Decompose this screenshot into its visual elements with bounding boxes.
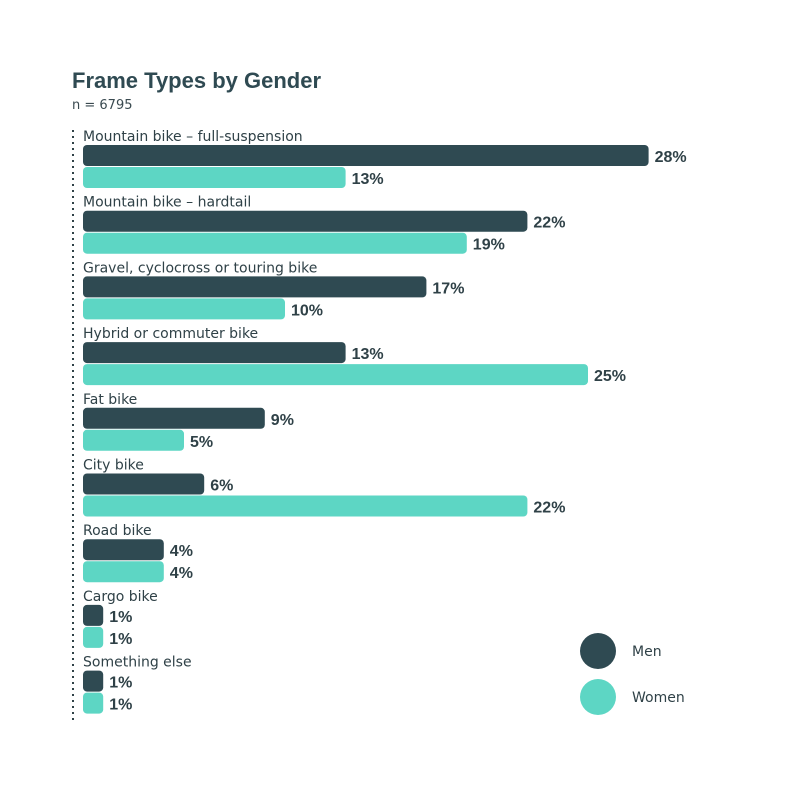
category-label: City bike: [83, 458, 144, 474]
bar-women: [83, 495, 528, 517]
legend-label-men: Men: [632, 644, 662, 660]
bar-men: [83, 473, 205, 495]
category-label: Gravel, cyclocross or touring bike: [83, 260, 317, 276]
value-label: 6%: [210, 478, 233, 495]
bar-women: [83, 232, 467, 254]
bar-men: [83, 670, 104, 692]
bar-women: [83, 626, 104, 648]
bar-women: [83, 429, 184, 451]
bar-men: [83, 276, 427, 298]
bars-group: Mountain bike – full-suspension 28% 13% Mou…: [83, 129, 687, 714]
legend-swatch-men: [580, 633, 616, 669]
category-label: Road bike: [83, 523, 152, 539]
value-label: 9%: [271, 412, 294, 429]
bar-women: [83, 167, 346, 188]
value-label: 17%: [432, 280, 464, 297]
legend-label-women: Women: [632, 690, 685, 706]
category-label: Mountain bike – full-suspension: [83, 129, 303, 145]
chart-subtitle: n = 6795: [72, 98, 132, 113]
value-label: 1%: [109, 609, 132, 626]
value-label: 4%: [170, 565, 193, 582]
bar-men: [83, 604, 104, 626]
bar-men: [83, 539, 164, 561]
legend-swatch-women: [580, 679, 616, 715]
value-label: 13%: [352, 171, 384, 188]
value-label: 19%: [473, 237, 505, 254]
value-label: 1%: [109, 631, 132, 648]
legend: Men Women: [580, 633, 685, 715]
value-label: 1%: [109, 675, 132, 692]
value-label: 13%: [352, 346, 384, 363]
value-label: 22%: [533, 215, 565, 232]
value-label: 5%: [190, 434, 213, 451]
category-label: Fat bike: [83, 392, 137, 408]
bar-women: [83, 561, 164, 583]
bar-women: [83, 364, 588, 386]
value-label: 1%: [109, 697, 132, 714]
category-label: Mountain bike – hardtail: [83, 195, 251, 211]
bar-men: [83, 407, 265, 429]
bar-women: [83, 298, 285, 320]
bar-men: [83, 342, 346, 364]
chart-title: Frame Types by Gender: [72, 68, 321, 93]
bar-women: [83, 692, 104, 714]
category-label: Cargo bike: [83, 589, 158, 605]
bar-men: [83, 210, 528, 232]
value-label: 10%: [291, 302, 323, 319]
value-label: 4%: [170, 543, 193, 560]
category-label: Something else: [83, 655, 192, 671]
value-label: 25%: [594, 368, 626, 385]
category-label: Hybrid or commuter bike: [83, 326, 258, 342]
value-label: 28%: [655, 149, 687, 166]
bar-men: [83, 145, 649, 166]
value-label: 22%: [533, 500, 565, 517]
